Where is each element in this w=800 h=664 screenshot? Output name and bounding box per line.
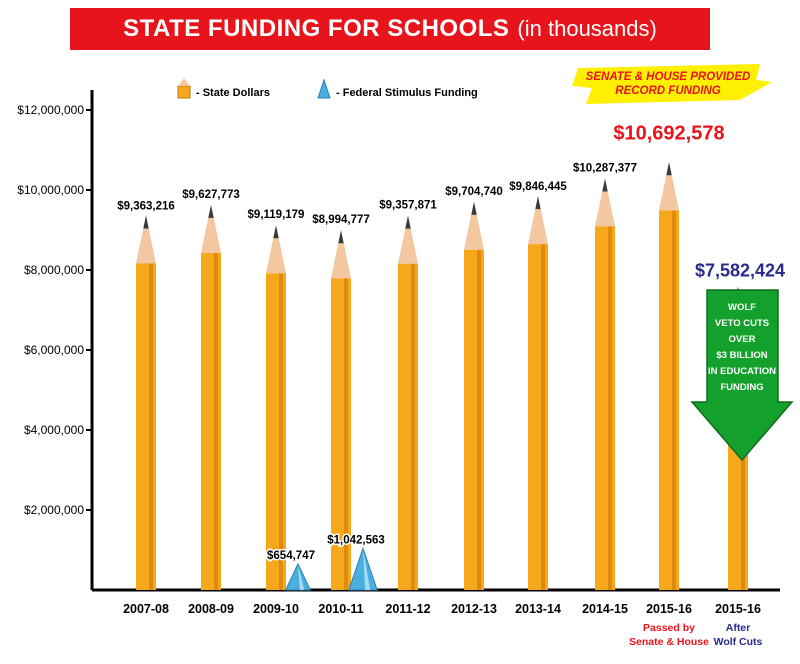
y-tick-label: $12,000,000 [17, 103, 84, 117]
legend-swatch-state [177, 85, 191, 99]
record-annotation-line: SENATE & HOUSE PROVIDED [586, 71, 751, 83]
data-label-state: $9,119,179 [248, 209, 305, 221]
veto-annotation-line: IN EDUCATION [708, 366, 776, 377]
y-tick-label: $6,000,000 [24, 343, 84, 357]
pencil-body-facet [344, 278, 348, 590]
federal-cone-highlight [298, 563, 305, 590]
legend: - State Dollars - Federal Stimulus Fundin… [177, 78, 478, 99]
category-note: Senate & House [629, 636, 709, 648]
x-tick-label: 2008-09 [188, 602, 234, 616]
pencil-lead [535, 196, 541, 210]
pencil-body-facet [477, 249, 481, 590]
bar-state-dollars-2007-08 [136, 215, 156, 590]
pencil-body-facet [411, 263, 415, 590]
category-note: Passed by [643, 622, 695, 634]
federal-cone-highlight [363, 548, 371, 590]
x-tick-label: 2015-16 [646, 602, 692, 616]
bar-state-dollars-2011-12 [398, 215, 418, 590]
data-label-state: $7,582,424 [695, 261, 785, 281]
veto-annotation-line: OVER [729, 334, 756, 345]
bar-state-dollars-2013-14 [528, 196, 548, 590]
federal-cone [348, 546, 378, 591]
veto-arrow-shape [690, 289, 794, 462]
legend-swatch-federal [317, 78, 331, 99]
annotation-veto-arrow: WOLF VETO CUTS OVER $3 BILLION IN EDUCATION F… [690, 289, 794, 462]
data-label-state: $10,692,578 [613, 122, 724, 144]
title-banner: STATE FUNDING FOR SCHOOLS (in thousands) [70, 8, 710, 50]
pencil-wood [398, 215, 418, 264]
bar-state-dollars-2015-16 [659, 162, 679, 590]
pencil-body-facet [608, 226, 612, 590]
pencil-body-facet [149, 263, 153, 590]
category-note: Wolf Cuts [714, 636, 763, 648]
pencil-lead [143, 215, 149, 229]
x-tick-label: 2015-16 [715, 602, 761, 616]
bar-state-dollars-2008-09 [201, 204, 221, 590]
data-label-state: $10,287,377 [573, 163, 637, 175]
data-label-federal: $654,747 [267, 550, 315, 562]
legend-label-state: - State Dollars [196, 87, 270, 99]
pencil-lead [602, 178, 608, 192]
pencil-wood [201, 204, 221, 253]
chart-title: STATE FUNDING FOR SCHOOLS (in thousands) [70, 8, 710, 50]
y-tick-label: $10,000,000 [17, 183, 84, 197]
record-highlight-shape [572, 64, 772, 104]
pencil-lead [666, 162, 672, 176]
x-tick-label: 2014-15 [582, 602, 628, 616]
bar-state-dollars-2012-13 [464, 201, 484, 590]
data-label-federal: $1,042,563 [327, 534, 385, 546]
bar-state-dollars-2014-15 [595, 178, 615, 590]
x-tick-label: 2013-14 [515, 602, 561, 616]
pencil-body-facet [672, 210, 676, 590]
x-tick-label: 2011-12 [385, 602, 430, 616]
pencil-lead [208, 204, 214, 218]
x-tick-label: 2009-10 [253, 602, 299, 616]
chart-title-main: STATE FUNDING FOR SCHOOLS [123, 15, 510, 42]
pencil-wood [136, 215, 156, 264]
pencil-wood [528, 196, 548, 245]
pencil-body-facet [214, 252, 218, 590]
data-label-state: $9,627,773 [182, 189, 240, 201]
bar-federal-2009-10: $654,747 [266, 548, 316, 591]
y-tick-label: $8,000,000 [24, 263, 84, 277]
pencil-wood [331, 230, 351, 279]
pencil-body-facet [741, 334, 745, 590]
category-note: After [726, 622, 751, 634]
x-tick-label: 2010-11 [318, 602, 363, 616]
data-label-state: $9,846,445 [509, 181, 567, 193]
legend-label-federal: - Federal Stimulus Funding [336, 87, 478, 99]
legend-swatch-state-tip [178, 78, 190, 86]
pencil-wood [659, 162, 679, 211]
pencil-lead [405, 215, 411, 229]
veto-annotation-line: VETO CUTS [715, 318, 769, 329]
pencil-lead [471, 201, 477, 215]
federal-cone [284, 562, 312, 591]
pencil-lead [338, 230, 344, 244]
data-label-state: $9,357,871 [379, 200, 437, 212]
x-tick-label: 2012-13 [451, 602, 497, 616]
x-tick-label: 2007-08 [123, 602, 169, 616]
pencil-wood [266, 225, 286, 274]
chart-subtitle: (in thousands) [517, 16, 657, 41]
data-label-state: $9,363,216 [117, 200, 175, 212]
veto-annotation-line: FUNDING [720, 382, 763, 393]
pencil-wood [595, 178, 615, 227]
bar-state-dollars-2010-11 [331, 230, 351, 590]
data-label-state: $9,704,740 [445, 186, 503, 198]
bar-federal-2010-11: $1,042,563 [326, 533, 386, 591]
pencil-body-facet [541, 244, 545, 590]
pencil-wood [464, 201, 484, 250]
y-tick-label: $4,000,000 [24, 423, 84, 437]
data-label-state: $8,994,777 [312, 214, 370, 226]
y-tick-label: $2,000,000 [24, 503, 84, 517]
record-annotation-line: RECORD FUNDING [615, 85, 720, 97]
pencil-lead [273, 225, 279, 239]
bar-state-dollars-2009-10 [266, 225, 286, 590]
veto-annotation-line: $3 BILLION [716, 350, 767, 361]
veto-annotation-line: WOLF [728, 302, 756, 313]
annotation-record-funding: SENATE & HOUSE PROVIDED RECORD FUNDING [572, 64, 772, 104]
pencil-body-facet [279, 273, 283, 590]
